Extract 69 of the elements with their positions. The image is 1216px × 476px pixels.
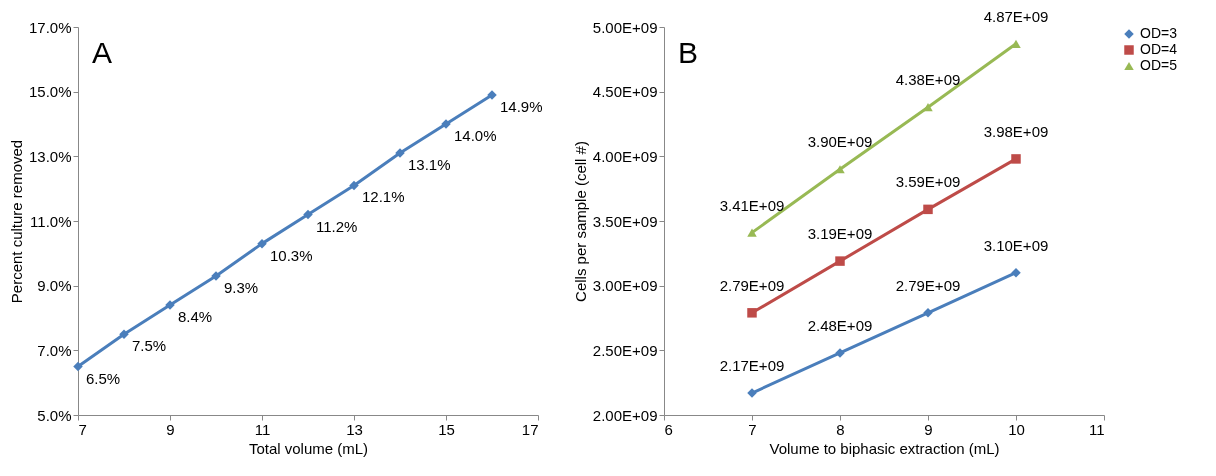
data-label: 2.17E+09 bbox=[719, 357, 785, 375]
point bbox=[835, 256, 845, 266]
x-tick-label: 6 bbox=[664, 420, 673, 438]
y-tick-label: 15.0% bbox=[28, 83, 72, 101]
y-tick-label: 13.0% bbox=[28, 147, 72, 165]
data-label: 6.5% bbox=[86, 369, 121, 387]
y-tick-label: 2.50E+09 bbox=[592, 341, 658, 359]
y-tick-label: 17.0% bbox=[28, 18, 72, 36]
y-tick-label: 5.00E+09 bbox=[592, 18, 658, 36]
y-axis-title: Percent culture removed bbox=[7, 139, 25, 304]
y-tick-label: 11.0% bbox=[30, 212, 72, 230]
data-label: 13.1% bbox=[408, 156, 451, 174]
data-label: 9.3% bbox=[224, 278, 259, 296]
point bbox=[1011, 154, 1021, 164]
data-label: 4.38E+09 bbox=[895, 71, 961, 89]
data-label: 2.79E+09 bbox=[895, 276, 961, 294]
x-tick-label: 11 bbox=[254, 420, 271, 438]
point bbox=[747, 308, 757, 318]
x-tick-label: 7 bbox=[78, 420, 87, 438]
x-axis-title: Volume to biphasic extraction (mL) bbox=[769, 439, 1000, 457]
data-label: 3.98E+09 bbox=[983, 122, 1049, 140]
data-label: 12.1% bbox=[362, 188, 405, 206]
data-label: 2.79E+09 bbox=[719, 276, 785, 294]
point bbox=[747, 228, 757, 237]
chart-title: B bbox=[678, 36, 699, 69]
point bbox=[257, 238, 267, 249]
y-tick-label: 3.50E+09 bbox=[592, 212, 658, 230]
x-axis-title: Total volume (mL) bbox=[248, 439, 369, 457]
point bbox=[73, 361, 83, 372]
x-tick-label: 17 bbox=[521, 420, 539, 438]
data-label: 3.59E+09 bbox=[895, 173, 961, 191]
x-tick-label: 9 bbox=[166, 420, 175, 438]
data-label: 11.2% bbox=[316, 217, 358, 235]
data-label: 3.10E+09 bbox=[983, 236, 1049, 254]
y-tick-label: 9.0% bbox=[37, 277, 72, 295]
point bbox=[835, 165, 845, 174]
x-tick-label: 9 bbox=[924, 420, 933, 438]
legend-label: OD=5 bbox=[1140, 57, 1178, 73]
data-label: 2.48E+09 bbox=[807, 316, 873, 334]
point bbox=[923, 204, 933, 215]
y-tick-label: 4.50E+09 bbox=[592, 83, 658, 101]
legend-label: OD=3 bbox=[1140, 25, 1178, 41]
y-tick-label: 2.00E+09 bbox=[592, 406, 658, 424]
data-label: 14.9% bbox=[500, 97, 543, 115]
x-tick-label: 15 bbox=[438, 420, 455, 438]
data-label: 3.19E+09 bbox=[807, 225, 873, 243]
x-tick-label: 7 bbox=[748, 420, 757, 438]
x-tick-label: 10 bbox=[1008, 420, 1025, 438]
point bbox=[303, 209, 313, 220]
y-tick-label: 3.00E+09 bbox=[592, 277, 658, 295]
data-label: 3.90E+09 bbox=[807, 133, 873, 151]
data-label: 8.4% bbox=[178, 308, 213, 326]
point bbox=[1011, 267, 1021, 278]
y-tick-label: 5.0% bbox=[37, 406, 72, 424]
point bbox=[923, 103, 933, 112]
y-tick-label: 4.00E+09 bbox=[592, 147, 658, 165]
data-label: 14.0% bbox=[454, 127, 497, 144]
chart-title: A bbox=[92, 36, 113, 69]
legend-label: OD=4 bbox=[1140, 41, 1178, 57]
x-tick-label: 13 bbox=[346, 420, 363, 438]
point bbox=[349, 180, 359, 191]
data-label: 3.41E+09 bbox=[719, 196, 785, 214]
data-label: 4.87E+09 bbox=[983, 7, 1049, 25]
y-axis-title: Cells per sample (cell #) bbox=[571, 141, 589, 302]
x-tick-label: 8 bbox=[836, 420, 845, 438]
data-label: 7.5% bbox=[132, 337, 167, 355]
y-tick-label: 7.0% bbox=[37, 341, 72, 359]
x-tick-label: 11 bbox=[1088, 420, 1105, 438]
data-label: 10.3% bbox=[270, 246, 313, 264]
